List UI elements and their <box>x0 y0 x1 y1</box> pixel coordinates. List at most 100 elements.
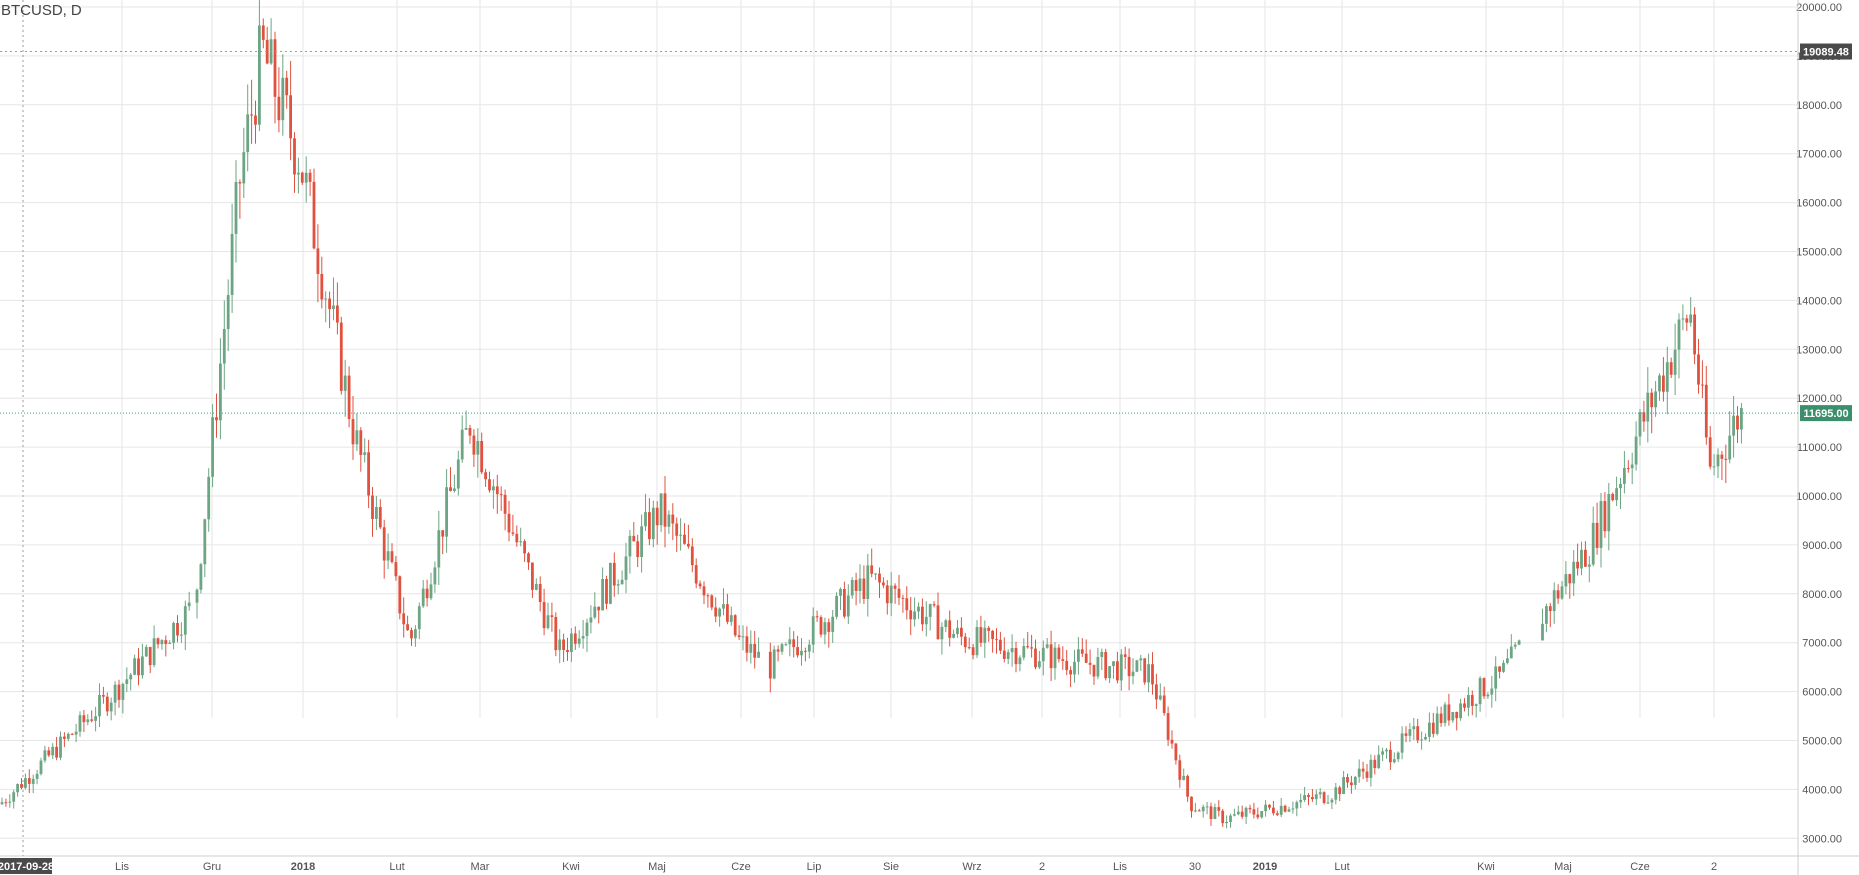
crosshair-date-badge <box>0 858 52 874</box>
candle-body-down <box>238 182 242 184</box>
candle-body-up <box>1513 644 1517 647</box>
candle-body-down <box>827 622 831 632</box>
candle-body-up <box>1490 688 1494 695</box>
candle-body-up <box>1509 646 1513 659</box>
candle-body-up <box>1728 435 1732 460</box>
candle-body-down <box>999 639 1002 651</box>
candle-body-down <box>265 39 269 64</box>
candle-body-down <box>870 565 874 574</box>
candle-body-up <box>39 760 43 774</box>
candle-body-up <box>1045 644 1049 648</box>
candle-body-up <box>839 588 842 596</box>
candle-body-up <box>86 719 90 723</box>
candle-body-down <box>1057 647 1061 660</box>
candle-body-down <box>1548 606 1552 612</box>
candle-body-up <box>1400 733 1404 753</box>
candle-body-down <box>671 514 675 524</box>
interval-label: D <box>70 2 82 19</box>
candle-body-up <box>1619 483 1622 489</box>
candle-body-up <box>1623 468 1626 484</box>
candle-body-down <box>753 643 757 658</box>
candle-body-down <box>390 551 394 563</box>
time-tick-label: Lis <box>115 861 130 873</box>
time-tick-label: Cze <box>731 861 751 873</box>
candle-body-up <box>679 534 682 536</box>
candle-body-down <box>312 181 316 249</box>
candle-body-down <box>1498 666 1501 672</box>
candle-body-down <box>378 506 382 528</box>
price-tick-label: 7000.00 <box>1802 638 1842 650</box>
candle-body-up <box>1018 657 1022 665</box>
candle-body-down <box>1350 782 1353 786</box>
candle-body-down <box>1704 384 1708 438</box>
candle-body-up <box>1119 654 1123 681</box>
candle-body-down <box>991 630 994 640</box>
candle-body-down <box>683 534 686 544</box>
candle-body-down <box>1155 684 1158 700</box>
candle-body-up <box>417 606 421 630</box>
candle-body-up <box>172 622 175 643</box>
candle-body-up <box>1291 808 1295 810</box>
candle-body-up <box>1732 415 1735 436</box>
candle-body-down <box>1069 670 1072 675</box>
candle-body-up <box>1213 807 1217 819</box>
candle-body-down <box>737 635 741 637</box>
candle-body-down <box>893 585 897 589</box>
candle-body-up <box>195 589 199 603</box>
candle-body-up <box>343 375 347 391</box>
candle-body-down <box>819 617 823 635</box>
candle-body-up <box>831 616 835 632</box>
candle-body-up <box>1100 651 1104 657</box>
candle-body-down <box>1080 649 1084 654</box>
price-tick-label: 8000.00 <box>1802 589 1842 601</box>
candle-body-down <box>1322 792 1326 803</box>
candle-body-down <box>706 595 710 597</box>
candle-body-up <box>1182 775 1186 780</box>
candle-body-down <box>484 472 487 480</box>
candle-body-up <box>211 417 214 477</box>
candle-body-down <box>285 77 289 96</box>
candle-body-down <box>449 487 452 492</box>
candle-body-down <box>359 430 363 455</box>
candle-body-down <box>804 650 807 652</box>
candle-body-down <box>1088 662 1092 665</box>
candle-body-up <box>1677 319 1681 350</box>
candle-body-up <box>1634 436 1638 465</box>
price-tick-label: 12000.00 <box>1796 393 1842 405</box>
candle-body-down <box>137 658 140 676</box>
candle-body-up <box>1353 776 1357 786</box>
candle-body-down <box>90 719 94 721</box>
candle-body-up <box>1022 646 1026 658</box>
candle-body-down <box>1061 659 1065 661</box>
candle-body-down <box>987 627 991 631</box>
candle-body-up <box>1494 666 1498 689</box>
candle-body-up <box>1010 648 1014 653</box>
candle-body-up <box>718 608 721 617</box>
candle-body-up <box>1673 349 1677 375</box>
price-tick-label: 9000.00 <box>1802 540 1842 552</box>
time-tick-label: Lut <box>1334 861 1349 873</box>
candle-body-down <box>1065 660 1069 671</box>
candle-body-up <box>445 487 448 537</box>
candle-body-down <box>371 495 374 519</box>
candle-body-up <box>807 644 811 652</box>
candle-body-down <box>156 638 160 645</box>
candle-body-down <box>1389 749 1392 763</box>
candle-body-down <box>733 615 737 636</box>
candle-body-up <box>1740 408 1743 430</box>
candle-body-up <box>1229 815 1232 822</box>
candle-body-up <box>1502 662 1505 672</box>
candle-body-up <box>1201 806 1205 812</box>
candle-body-up <box>1244 807 1248 817</box>
candle-body-up <box>226 294 230 330</box>
candle-body-down <box>63 736 66 739</box>
candle-body-down <box>971 647 975 656</box>
candle-body-up <box>133 658 136 675</box>
candle-body-down <box>768 651 772 679</box>
symbol-separator: , <box>62 2 67 19</box>
candle-body-down <box>273 39 277 97</box>
candle-body-up <box>858 578 862 592</box>
candle-body-down <box>698 583 702 587</box>
